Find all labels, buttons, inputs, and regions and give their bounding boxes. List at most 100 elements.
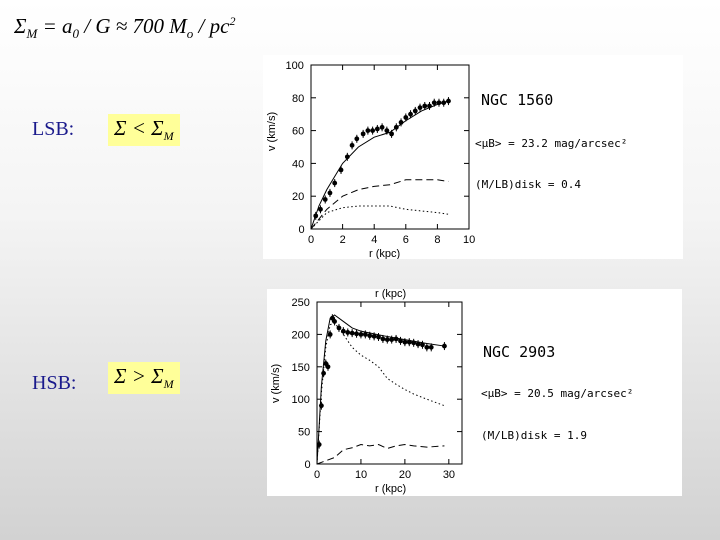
x-tick-label: 10 — [463, 234, 475, 246]
data-point — [398, 338, 403, 344]
y-axis-label: v (km/s) — [270, 364, 282, 403]
data-point — [446, 98, 451, 104]
data-point — [406, 339, 412, 345]
y-tick-label: 20 — [292, 191, 304, 203]
y-tick-label: 80 — [292, 93, 304, 105]
surface-density-formula: ΣM = a0 / G ≈ 700 Mo / pc2 — [14, 14, 236, 42]
data-point — [349, 142, 355, 148]
data-point — [318, 403, 324, 409]
data-point — [379, 124, 385, 130]
x-axis-label: r (kpc) — [375, 483, 406, 495]
x-tick-label: 4 — [371, 234, 377, 246]
x-tick-label: 8 — [434, 234, 440, 246]
data-point — [360, 131, 366, 137]
lsb-relation: Σ < ΣM — [108, 114, 180, 147]
x-tick-label: 30 — [443, 469, 455, 481]
y-tick-label: 100 — [292, 394, 310, 406]
data-point — [322, 197, 328, 202]
data-point — [393, 124, 399, 130]
mass-to-light: (M/LB)disk = 0.4 — [475, 178, 581, 191]
data-point — [354, 331, 359, 337]
data-point — [365, 128, 371, 133]
data-point — [332, 180, 338, 186]
y-tick-label: 100 — [286, 60, 304, 72]
x-tick-label: 20 — [399, 469, 411, 481]
y-tick-label: 200 — [292, 329, 310, 341]
data-point — [431, 100, 437, 106]
data-point — [370, 128, 376, 133]
data-point — [417, 105, 423, 111]
data-point — [412, 108, 418, 114]
data-point — [402, 339, 408, 345]
hsb-relation: Σ > ΣM — [108, 362, 180, 395]
x-tick-label: 0 — [314, 469, 320, 481]
data-point — [367, 333, 373, 339]
data-point — [316, 442, 322, 447]
series-model-total — [310, 100, 449, 230]
x-axis-label: r (kpc) — [369, 248, 400, 259]
series-disk — [316, 322, 445, 465]
data-point — [420, 342, 425, 348]
series-gas — [316, 444, 445, 465]
y-tick-label: 60 — [292, 126, 304, 138]
data-point — [427, 103, 432, 109]
data-point — [344, 154, 350, 160]
top-axis-label: r (kpc) — [375, 289, 406, 300]
plot-frame — [316, 301, 463, 465]
data-point — [325, 364, 331, 370]
y-tick-label: 40 — [292, 158, 304, 170]
data-point — [422, 103, 428, 109]
data-point — [389, 337, 395, 342]
data-point — [384, 337, 390, 342]
data-point — [321, 370, 326, 376]
data-point — [389, 131, 394, 137]
surface-brightness: <μB> = 23.2 mag/arcsec² — [475, 137, 627, 150]
y-tick-label: 0 — [299, 224, 305, 236]
y-tick-label: 0 — [305, 459, 311, 471]
data-point — [411, 340, 417, 346]
data-point — [376, 334, 381, 340]
x-tick-label: 10 — [355, 469, 367, 481]
data-point — [398, 120, 404, 125]
data-point — [354, 136, 360, 142]
x-tick-label: 2 — [340, 234, 346, 246]
data-point — [336, 325, 342, 331]
plot-frame — [310, 64, 470, 230]
data-point — [338, 167, 344, 173]
data-point — [393, 336, 399, 342]
lsb-label: LSB: — [32, 118, 75, 140]
data-point — [371, 333, 377, 339]
data-point — [424, 344, 430, 350]
rotation-curve-ngc1560: 0 2 4 6 8 10 0 20 40 60 80 100 v (km/s) r (kpc) NGC… — [263, 55, 683, 259]
data-point — [362, 332, 368, 337]
data-point — [403, 115, 409, 120]
data-point — [374, 126, 380, 132]
data-point — [441, 100, 447, 106]
data-point — [442, 343, 447, 349]
data-point — [327, 332, 333, 337]
series-disk — [310, 179, 449, 230]
x-tick-label: 0 — [308, 234, 314, 246]
data-point — [384, 128, 390, 133]
x-tick-label: 6 — [403, 234, 409, 246]
y-tick-label: 250 — [292, 297, 310, 309]
y-axis-label: v (km/s) — [266, 112, 278, 151]
data-point — [408, 111, 413, 117]
surface-brightness: <μB> = 20.5 mag/arcsec² — [481, 387, 633, 400]
data-point — [318, 206, 323, 212]
series-gas — [310, 205, 449, 230]
data-point — [332, 319, 337, 324]
hsb-label: HSB: — [32, 372, 77, 394]
data-point — [345, 330, 351, 335]
data-point — [340, 328, 346, 334]
y-tick-label: 50 — [298, 427, 310, 439]
data-point — [358, 332, 364, 337]
data-point — [327, 190, 333, 196]
mass-to-light: (M/LB)disk = 1.9 — [481, 429, 587, 442]
galaxy-name: NGC 1560 — [481, 91, 553, 109]
rotation-curve-ngc2903: r (kpc) 0 10 20 30 0 50 100 150 200 250 v (km/s) … — [267, 289, 682, 496]
data-point — [428, 344, 434, 350]
y-tick-label: 150 — [292, 362, 310, 374]
